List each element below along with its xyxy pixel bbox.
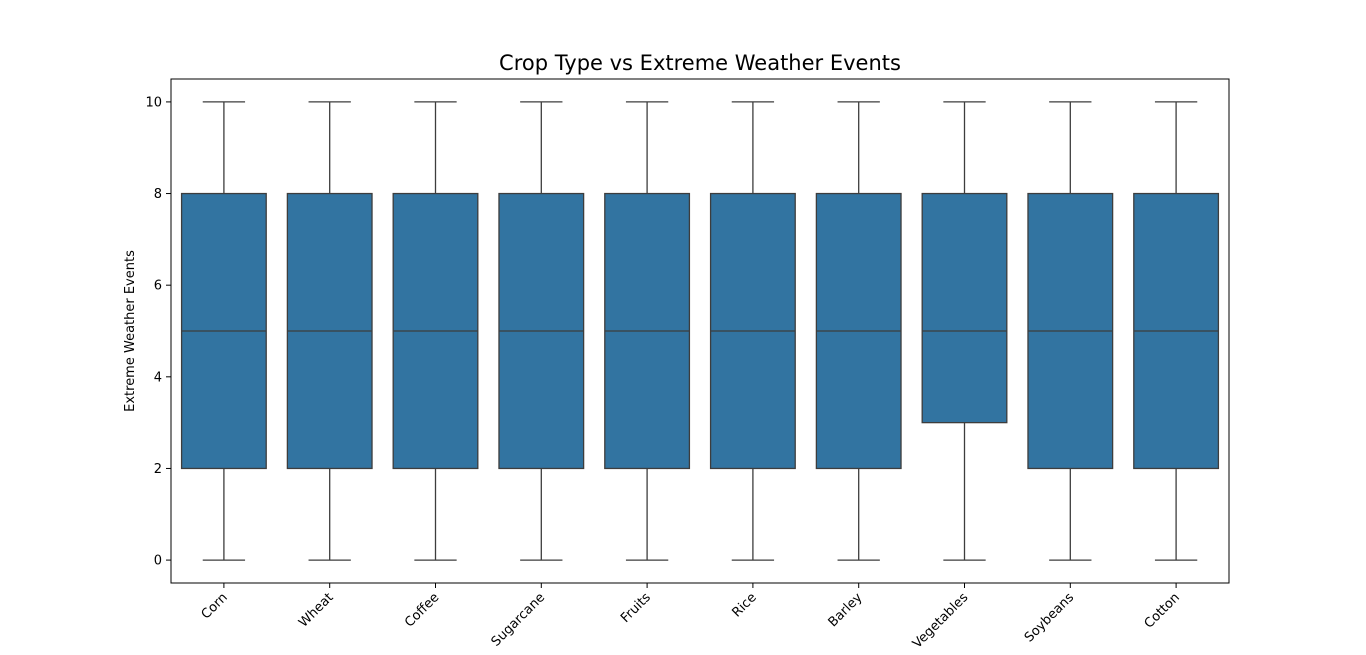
x-tick-label: Coffee	[402, 590, 442, 630]
x-tick-label: Cotton	[1142, 590, 1183, 631]
y-tick-label: 10	[145, 95, 162, 110]
box-soybeans	[1027, 101, 1114, 561]
y-axis-ticks: 0 2 4 6 8 10	[145, 95, 171, 569]
y-axis-label: Extreme Weather Events	[123, 250, 138, 412]
box-wheat	[286, 101, 373, 561]
y-tick-label: 4	[154, 370, 162, 385]
boxes-layer	[180, 101, 1220, 561]
box-coffee	[392, 101, 479, 561]
y-tick-label: 8	[154, 187, 162, 202]
box-barley	[815, 101, 902, 561]
y-tick-label: 0	[154, 554, 162, 569]
box-fruits	[604, 101, 691, 561]
x-tick-label: Barley	[826, 590, 866, 630]
x-tick-label: Rice	[729, 590, 759, 620]
box-corn	[180, 101, 267, 561]
x-tick-label: Corn	[199, 590, 231, 622]
box-rice	[709, 101, 796, 561]
box-vegetables	[921, 101, 1008, 561]
x-tick-label: Fruits	[618, 590, 654, 626]
x-tick-label: Soybeans	[1022, 590, 1077, 645]
box-cotton	[1133, 101, 1220, 561]
plot-area-frame	[170, 78, 1230, 584]
x-tick-label: Wheat	[296, 590, 336, 630]
chart-title: Crop Type vs Extreme Weather Events	[499, 51, 901, 75]
iqr-box	[921, 192, 1008, 424]
box-sugarcane	[498, 101, 585, 561]
y-tick-label: 6	[154, 279, 162, 294]
x-tick-label: Vegetables	[910, 590, 972, 652]
y-tick-label: 2	[154, 462, 162, 477]
x-axis-ticks: Corn Wheat Coffee Sugarcane Fruits Rice Barley…	[199, 583, 1183, 652]
x-tick-label: Sugarcane	[489, 590, 548, 649]
